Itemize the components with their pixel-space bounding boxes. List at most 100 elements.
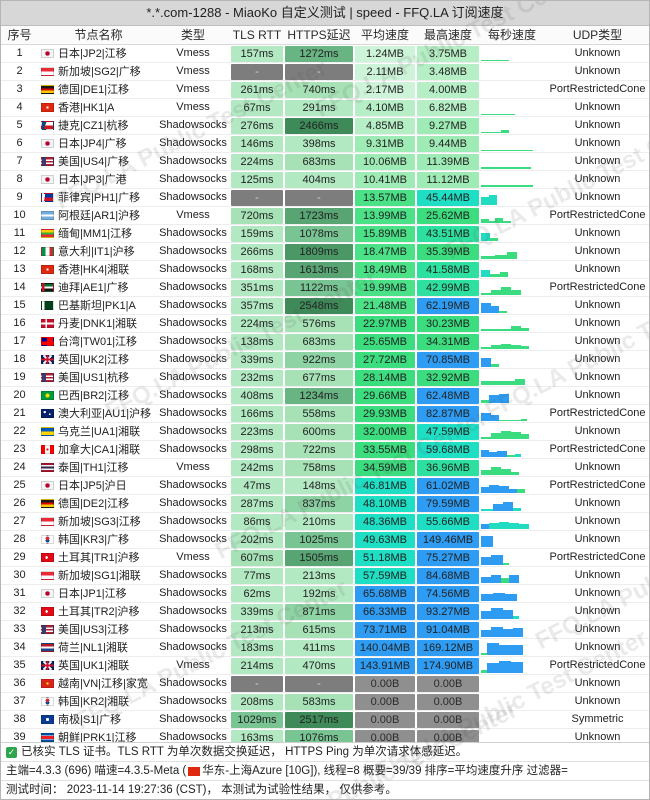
country-flag-icon <box>41 121 54 130</box>
avg-speed-cell-value: 13.99MB <box>355 208 415 224</box>
avg-speed-cell-value: 143.91MB <box>355 658 415 674</box>
speed-bars <box>481 639 523 655</box>
speed-bars <box>481 45 509 61</box>
tls-rtt-cell: 223ms <box>230 423 284 440</box>
https-delay-cell-value: 398ms <box>285 136 353 152</box>
speed-bars <box>481 207 511 223</box>
tls-rtt-cell: 351ms <box>230 279 284 296</box>
country-flag-icon <box>41 535 54 544</box>
max-speed-cell-value: 59.68MB <box>417 442 479 458</box>
avg-speed-cell-value: 22.97MB <box>355 316 415 332</box>
avg-speed-cell-value: 18.47MB <box>355 244 415 260</box>
row-index: 9 <box>16 191 23 203</box>
per-second-speed-chart <box>480 63 544 80</box>
https-delay-cell-value: 683ms <box>285 154 353 170</box>
udp-type-cell: Symmetric <box>571 713 624 725</box>
https-delay-cell-value: 1809ms <box>285 244 353 260</box>
node-type: Shadowsocks <box>159 389 227 401</box>
node-type: Shadowsocks <box>159 173 227 185</box>
tls-rtt-cell: 357ms <box>230 297 284 314</box>
speed-bars <box>481 441 521 457</box>
udp-type-cell: Unknown <box>574 119 621 131</box>
udp-type-cell: Unknown <box>574 677 621 689</box>
speed-bars <box>481 423 529 439</box>
node-name: 香港|HK4|湘联 <box>58 263 130 276</box>
country-flag-icon <box>41 319 54 328</box>
node-name: 韩国|KR2|湘联 <box>58 695 130 708</box>
tls-rtt-cell: 242ms <box>230 459 284 476</box>
per-second-speed-chart <box>480 225 544 242</box>
tls-rtt-cell: 266ms <box>230 243 284 260</box>
table-row: 36 越南|VN|江移|家宽 Shadowsocks - -0.00B 0.00B Unkn… <box>1 675 649 693</box>
udp-type-cell: Unknown <box>574 569 621 581</box>
https-delay-cell: 1613ms <box>284 261 354 278</box>
https-delay-cell-value: 210ms <box>285 514 353 530</box>
max-speed-cell-value: 70.85MB <box>417 352 479 368</box>
speed-bars <box>481 171 533 187</box>
avg-speed-cell-value: 32.00MB <box>355 424 415 440</box>
avg-speed-cell: 13.57MB <box>354 189 416 206</box>
avg-speed-cell: 25.65MB <box>354 333 416 350</box>
avg-speed-cell-value: 2.17MB <box>355 82 415 98</box>
tls-rtt-cell: 408ms <box>230 387 284 404</box>
avg-speed-cell: 10.41MB <box>354 171 416 188</box>
tls-rtt-cell: 287ms <box>230 495 284 512</box>
per-second-speed-chart <box>480 81 544 98</box>
https-delay-cell-value: 1613ms <box>285 262 353 278</box>
node-name-cell: 韩国|KR3|广移 <box>38 531 156 548</box>
max-speed-cell: 36.96MB <box>416 459 480 476</box>
avg-speed-cell: 4.10MB <box>354 99 416 116</box>
tls-rtt-cell: 183ms <box>230 639 284 656</box>
node-type: Shadowsocks <box>159 155 227 167</box>
table-row: 38 南极|S1|广移 Shadowsocks 1029ms 2517ms 0.00B 0.… <box>1 711 649 729</box>
udp-type-cell: Unknown <box>574 605 621 617</box>
node-name: 日本|JP4|广移 <box>58 137 127 150</box>
tls-rtt-cell: 67ms <box>230 99 284 116</box>
node-name: 美国|US1|杭移 <box>58 371 130 384</box>
speed-bars <box>481 315 529 331</box>
row-index: 14 <box>13 281 26 293</box>
table-row: 28 韩国|KR3|广移 Shadowsocks 202ms 1025ms 49.63MB… <box>1 531 649 549</box>
max-speed-cell-value: 35.39MB <box>417 244 479 260</box>
table-row: 5 捷克|CZ1|杭移 Shadowsocks 276ms 2466ms 4.85MB 9.… <box>1 117 649 135</box>
udp-type-cell: Unknown <box>574 389 621 401</box>
https-delay-cell: 2466ms <box>284 117 354 134</box>
https-delay-cell-value: 576ms <box>285 316 353 332</box>
speed-bars <box>481 387 509 403</box>
https-delay-cell-value: 213ms <box>285 568 353 584</box>
udp-type-cell: Unknown <box>574 497 621 509</box>
https-delay-cell-value: - <box>285 676 353 692</box>
udp-type-cell: PortRestrictedCone <box>549 407 646 419</box>
node-name: 德国|DE1|江移 <box>58 83 130 96</box>
node-name-cell: 英国|UK1|湘联 <box>38 657 156 674</box>
avg-speed-cell-value: 33.55MB <box>355 442 415 458</box>
row-index: 23 <box>13 443 26 455</box>
node-name-cell: 加拿大|CA1|湘联 <box>38 441 156 458</box>
table-row: 39 朝鲜|PRK1|江移 Shadowsocks 163ms 1076ms 0.00B 0… <box>1 729 649 747</box>
avg-speed-cell-value: 57.59MB <box>355 568 415 584</box>
tls-rtt-cell: 138ms <box>230 333 284 350</box>
node-name: 迪拜|AE1|广移 <box>58 281 129 294</box>
node-name: 美国|US4|广移 <box>58 155 130 168</box>
speed-bars <box>481 279 521 295</box>
table-row: 7 美国|US4|广移 Shadowsocks 224ms 683ms 10.06MB 11… <box>1 153 649 171</box>
node-name: 捷克|CZ1|杭移 <box>58 119 129 132</box>
max-speed-cell-value: 93.27MB <box>417 604 479 620</box>
country-flag-icon <box>41 193 54 202</box>
max-speed-cell: 74.56MB <box>416 585 480 602</box>
https-delay-cell: 2548ms <box>284 297 354 314</box>
table-row: 1 日本|JP2|江移 Vmess 157ms 1272ms 1.24MB 3.75MB Un… <box>1 45 649 63</box>
footer-config-line: 主端=4.3.3 (696) 喵速=4.3.5-Meta ( 华东-上海Azur… <box>1 761 649 780</box>
per-second-speed-chart <box>480 351 544 368</box>
node-type: Shadowsocks <box>159 515 227 527</box>
max-speed-cell: 174.90MB <box>416 657 480 674</box>
row-index: 17 <box>13 335 26 347</box>
node-name-cell: 英国|UK2|江移 <box>38 351 156 368</box>
node-type: Vmess <box>176 65 210 77</box>
udp-type-cell: Unknown <box>574 155 621 167</box>
max-speed-cell-value: 47.59MB <box>417 424 479 440</box>
speed-bars <box>481 153 531 169</box>
node-name-cell: 缅甸|MM1|江移 <box>38 225 156 242</box>
tls-rtt-cell-value: 168ms <box>231 262 283 278</box>
table-row: 34 荷兰|NL1|湘联 Shadowsocks 183ms 411ms 140.04MB… <box>1 639 649 657</box>
